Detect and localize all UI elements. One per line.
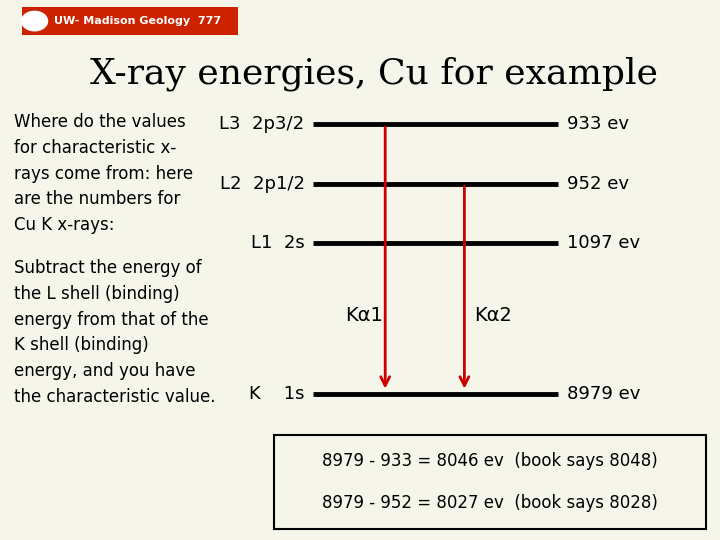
Text: L3  2p3/2: L3 2p3/2 [220, 115, 305, 133]
Text: Kα2: Kα2 [474, 306, 512, 326]
Text: 8979 - 952 = 8027 ev  (book says 8028): 8979 - 952 = 8027 ev (book says 8028) [322, 494, 657, 512]
Text: Subtract the energy of
the L shell (binding)
energy from that of the
K shell (bi: Subtract the energy of the L shell (bind… [14, 259, 216, 406]
Text: L1  2s: L1 2s [251, 234, 305, 252]
Text: 933 ev: 933 ev [567, 115, 629, 133]
Text: 1097 ev: 1097 ev [567, 234, 640, 252]
Text: K    1s: K 1s [249, 385, 305, 403]
Text: Kα1: Kα1 [345, 306, 382, 326]
Text: X-ray energies, Cu for example: X-ray energies, Cu for example [91, 57, 658, 91]
Text: 8979 ev: 8979 ev [567, 385, 640, 403]
Text: 952 ev: 952 ev [567, 174, 629, 193]
Text: Where do the values
for characteristic x-
rays come from: here
are the numbers f: Where do the values for characteristic x… [14, 113, 194, 234]
Circle shape [22, 11, 48, 31]
FancyBboxPatch shape [22, 7, 238, 35]
Text: UW- Madison Geology  777: UW- Madison Geology 777 [54, 16, 221, 26]
Text: L2  2p1/2: L2 2p1/2 [220, 174, 305, 193]
Bar [274, 435, 706, 529]
Text: 8979 - 933 = 8046 ev  (book says 8048): 8979 - 933 = 8046 ev (book says 8048) [322, 452, 657, 470]
